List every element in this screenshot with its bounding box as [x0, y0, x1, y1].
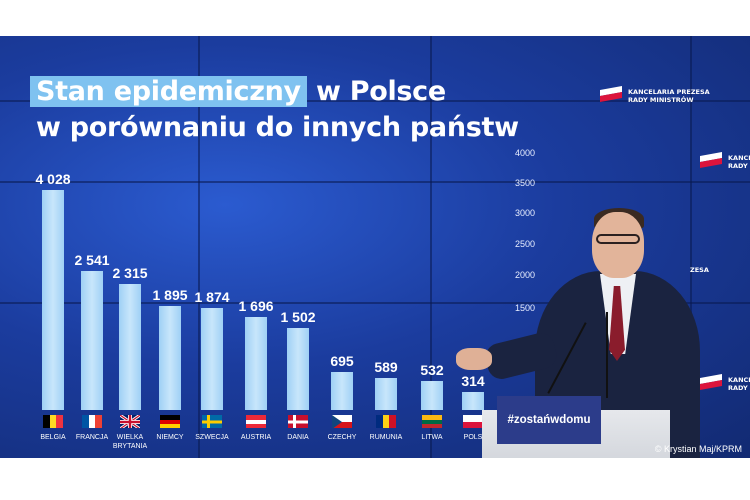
bar-value-label: 1 502: [280, 308, 316, 325]
lithuania-flag-icon: [422, 414, 442, 428]
uk-flag-icon: [120, 414, 140, 428]
chart-bar: [201, 307, 223, 410]
country-label: NIEMCY: [156, 434, 184, 441]
chart-bar: [245, 317, 267, 410]
bar-value-label: 4 028: [35, 171, 71, 187]
y-tick-label: 3500: [514, 178, 535, 188]
screen-seam: [0, 181, 750, 183]
screen-seam: [430, 36, 432, 458]
chart-bar: [331, 372, 353, 410]
headline-rest: w Polsce: [315, 76, 446, 107]
press-conference-photo: Stan epidemiczny w Polsce w porównaniu d…: [0, 36, 750, 458]
microphone: [606, 312, 608, 398]
france-flag-icon: [82, 414, 102, 428]
poland-flag-icon: [463, 414, 483, 428]
country-label: AUSTRIA: [240, 434, 272, 441]
podium-sign: #zostańwdomu: [497, 396, 601, 444]
country-label: LITWA: [421, 434, 443, 441]
y-tick-label: 3000: [514, 208, 535, 218]
poland-flag-icon: [700, 374, 722, 390]
screen-seam: [0, 302, 750, 304]
bar-value-label: 1 696: [238, 298, 274, 315]
headline-line-1: Stan epidemiczny w Polsce: [30, 76, 446, 107]
speaker-hand: [456, 348, 492, 370]
czech-flag-icon: [332, 414, 352, 428]
headline-line-2: w porównaniu do innych państw: [36, 112, 519, 143]
chart-bar: [421, 380, 443, 410]
chart-bar: [119, 283, 141, 410]
screen-seam: [198, 36, 200, 458]
belgium-flag-icon: [43, 414, 63, 428]
romania-flag-icon: [376, 414, 396, 428]
country-label: DANIA: [287, 434, 309, 441]
bar-value-label: 589: [374, 358, 398, 375]
photo-credit: © Krystian Maj/KPRM: [654, 444, 742, 454]
bar-value-label: 1 874: [194, 288, 230, 305]
germany-flag-icon: [160, 414, 180, 428]
screen-seam: [690, 36, 692, 458]
logo-line-1: KANCELARIA PREZESA: [628, 88, 710, 96]
chart-bar: [287, 327, 309, 410]
bar-value-label: 314: [461, 373, 485, 389]
y-tick-label: 4000: [514, 148, 535, 158]
bar-value-label: 695: [330, 353, 354, 370]
chart-bar: [81, 271, 103, 410]
y-tick-label: 2500: [514, 239, 535, 249]
country-label: POLS: [463, 434, 483, 441]
speaker-head: [592, 212, 644, 278]
country-label: WIELKA BRYTANIA: [112, 434, 148, 450]
country-label: RUMUNIA: [369, 434, 403, 441]
speaker-glasses: [596, 234, 640, 244]
country-label: FRANCJA: [75, 434, 109, 441]
bar-value-label: 2 315: [112, 264, 148, 281]
bar-value-label: 532: [420, 361, 444, 378]
chart-bar: [462, 392, 484, 410]
country-label: CZECHY: [327, 434, 357, 441]
screen-seam: [0, 100, 750, 102]
y-tick-label: 1500: [514, 303, 535, 313]
chart-bar: [42, 190, 64, 410]
poland-flag-icon: [700, 152, 722, 168]
bar-value-label: 2 541: [74, 252, 110, 269]
chart-bar: [375, 377, 397, 410]
country-label: BELGIA: [40, 434, 66, 441]
speaker-tie: [609, 286, 625, 361]
side-logo-line-2: RADY M: [728, 162, 750, 170]
side-logo-line-2: RADY: [728, 384, 748, 392]
denmark-flag-icon: [288, 414, 308, 428]
kprm-logo-side-lower: KANCELA RADY: [700, 374, 750, 392]
chart-bar: [159, 306, 181, 410]
kprm-logo-side: KANCELA RADY M: [700, 152, 750, 170]
sweden-flag-icon: [202, 414, 222, 428]
y-tick-label: 2000: [514, 270, 535, 280]
logo-line-2: RADY MINISTRÓW: [628, 96, 694, 104]
austria-flag-icon: [246, 414, 266, 428]
country-label: SZWECJA: [195, 434, 229, 441]
headline-highlight: Stan epidemiczny: [30, 76, 307, 107]
side-logo-fragment: ZESA: [690, 266, 709, 274]
kprm-logo: KANCELARIA PREZESA RADY MINISTRÓW: [600, 86, 710, 104]
poland-flag-icon: [600, 86, 622, 102]
side-logo-line-1: KANCELA: [728, 376, 750, 384]
bar-value-label: 1 895: [152, 287, 188, 304]
side-logo-line-1: KANCELA: [728, 154, 750, 162]
